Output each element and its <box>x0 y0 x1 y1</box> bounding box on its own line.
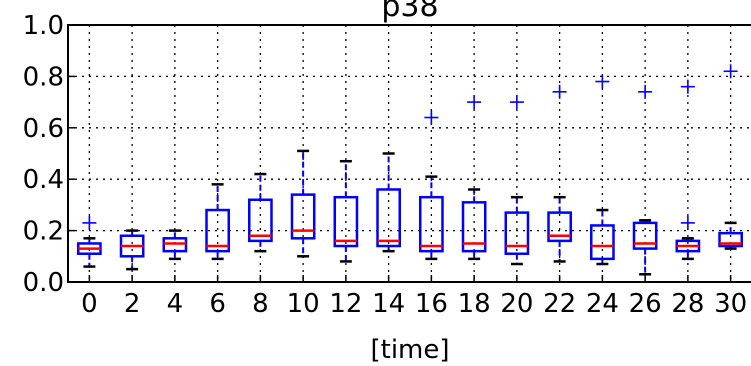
iqr-box <box>461 201 487 253</box>
iqr-box <box>376 188 401 248</box>
flier-point <box>595 74 610 89</box>
box-group-20 <box>504 95 530 266</box>
iqr-box <box>290 193 316 240</box>
x-tick-label: 24 <box>586 289 619 319</box>
box-group-16 <box>419 110 444 261</box>
x-axis-label: [time] <box>370 335 449 365</box>
iqr-box <box>504 211 530 255</box>
axis-ticks: 0.00.20.40.60.81.00 2 4 6 8 10 12 14 16 18 20 22 24 2… <box>23 11 748 319</box>
box-group-0 <box>77 215 102 268</box>
y-tick-label: 0.0 <box>23 268 64 298</box>
x-tick-label: 12 <box>329 289 362 319</box>
x-tick-label: 8 <box>252 289 269 319</box>
flier-point <box>638 84 653 99</box>
x-tick-label: 22 <box>543 289 576 319</box>
flier-point <box>680 79 695 94</box>
box-group-10 <box>290 149 316 258</box>
x-tick-label: 2 <box>124 289 141 319</box>
x-tick-label: 20 <box>500 289 533 319</box>
x-tick-label: 10 <box>287 289 320 319</box>
x-tick-label: 16 <box>415 289 448 319</box>
iqr-box <box>590 224 615 261</box>
x-tick-label: 30 <box>714 289 747 319</box>
box-group-2 <box>119 229 145 271</box>
flier-point <box>82 215 97 230</box>
flier-point <box>467 95 482 110</box>
flier-point <box>680 215 695 230</box>
iqr-box <box>419 195 444 253</box>
box-group-4 <box>162 229 188 261</box>
chart-title: p38 <box>381 0 438 24</box>
iqr-box <box>333 195 359 248</box>
iqr-box <box>632 221 658 250</box>
x-tick-label: 6 <box>209 289 226 319</box>
flier-point <box>509 95 524 110</box>
flier-point <box>723 64 738 79</box>
box-group-28 <box>675 79 701 261</box>
box-group-30 <box>718 64 743 250</box>
flier-point <box>424 110 439 125</box>
y-tick-label: 1.0 <box>23 11 64 41</box>
box-group-6 <box>205 183 230 261</box>
flier-point <box>552 84 567 99</box>
x-tick-label: 0 <box>81 289 98 319</box>
iqr-box <box>547 211 572 243</box>
x-tick-label: 28 <box>671 289 704 319</box>
y-tick-label: 0.8 <box>23 62 64 92</box>
box-group-24 <box>590 74 615 266</box>
box-group-14 <box>376 152 401 253</box>
iqr-box <box>162 237 188 253</box>
box-group-18 <box>461 95 487 261</box>
x-tick-label: 14 <box>372 289 405 319</box>
x-tick-label: 26 <box>629 289 662 319</box>
iqr-box <box>248 198 273 243</box>
box-group-26 <box>632 84 658 276</box>
x-tick-label: 4 <box>167 289 184 319</box>
box-group-22 <box>547 84 572 263</box>
box-marks <box>77 64 743 276</box>
x-tick-label: 18 <box>458 289 491 319</box>
box-group-12 <box>333 159 359 263</box>
gridlines <box>68 25 751 282</box>
iqr-box <box>718 231 743 248</box>
y-tick-label: 0.2 <box>23 217 64 247</box>
y-tick-label: 0.6 <box>23 114 64 144</box>
iqr-box <box>205 208 230 253</box>
box-group-8 <box>248 172 273 253</box>
plot-frame <box>67 24 751 283</box>
y-tick-label: 0.4 <box>23 165 64 195</box>
